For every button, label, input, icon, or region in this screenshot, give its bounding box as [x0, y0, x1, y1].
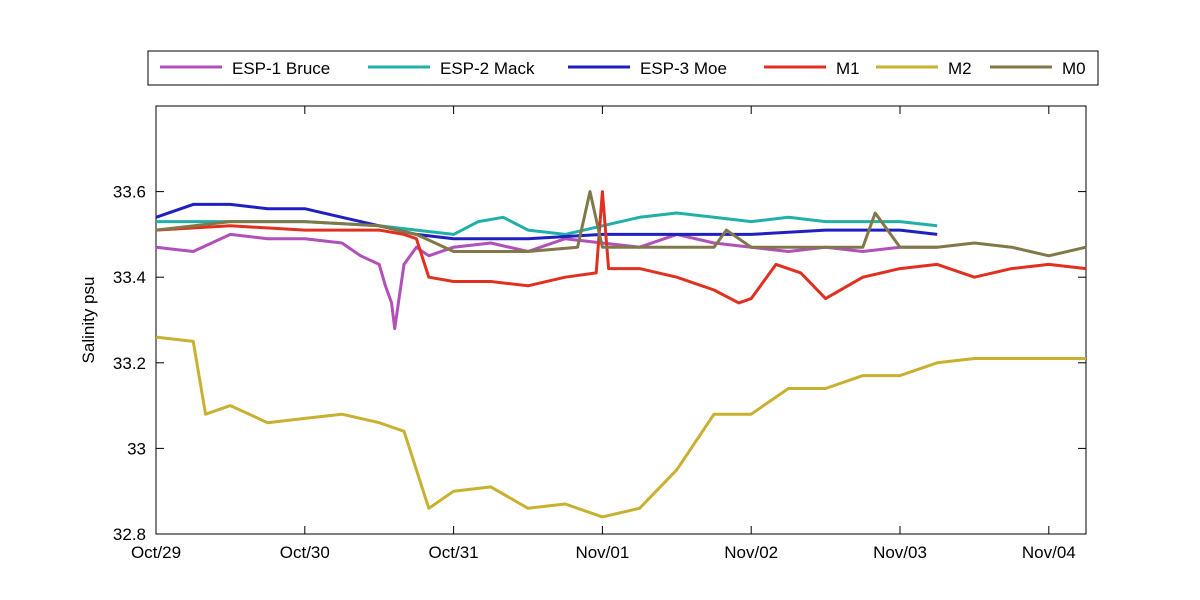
plot-area [155, 105, 1087, 535]
y-tick-label: 32.8 [113, 525, 146, 544]
y-tick-label: 33.2 [113, 354, 146, 373]
legend-label: M0 [1062, 59, 1086, 78]
series-line-esp-3-moe [155, 202, 938, 241]
x-tick-label: Oct/31 [429, 543, 479, 562]
y-tick-label: 33.6 [113, 183, 146, 202]
legend-label: ESP-3 Moe [640, 59, 727, 78]
legend-label: ESP-1 Bruce [232, 59, 330, 78]
x-tick-label: Nov/04 [1022, 543, 1076, 562]
x-tick-label: Oct/29 [131, 543, 181, 562]
y-axis-label: Salinity psu [79, 277, 98, 364]
x-tick-label: Oct/30 [280, 543, 330, 562]
x-axis: Oct/29 Oct/30 Oct/31 Nov/01 Nov/02 Nov/03 Nov/… [131, 106, 1076, 562]
legend-label: M2 [948, 59, 972, 78]
legend-label: M1 [836, 59, 860, 78]
x-tick-label: Nov/01 [575, 543, 629, 562]
series-line-m2 [155, 335, 1086, 519]
series-line-m0 [155, 190, 1087, 258]
series-layer [155, 190, 1087, 519]
y-axis: 32.8 33 33.2 33.4 33.6 [113, 183, 1086, 544]
y-tick-label: 33.4 [113, 268, 146, 287]
x-tick-label: Nov/03 [873, 543, 927, 562]
legend-label: ESP-2 Mack [440, 59, 535, 78]
x-tick-label: Nov/02 [724, 543, 778, 562]
legend: ESP-1 Bruce ESP-2 Mack ESP-3 Moe M1 M2 M0 [147, 50, 1099, 86]
y-tick-label: 33 [127, 439, 146, 458]
series-line-m1 [155, 190, 1087, 305]
